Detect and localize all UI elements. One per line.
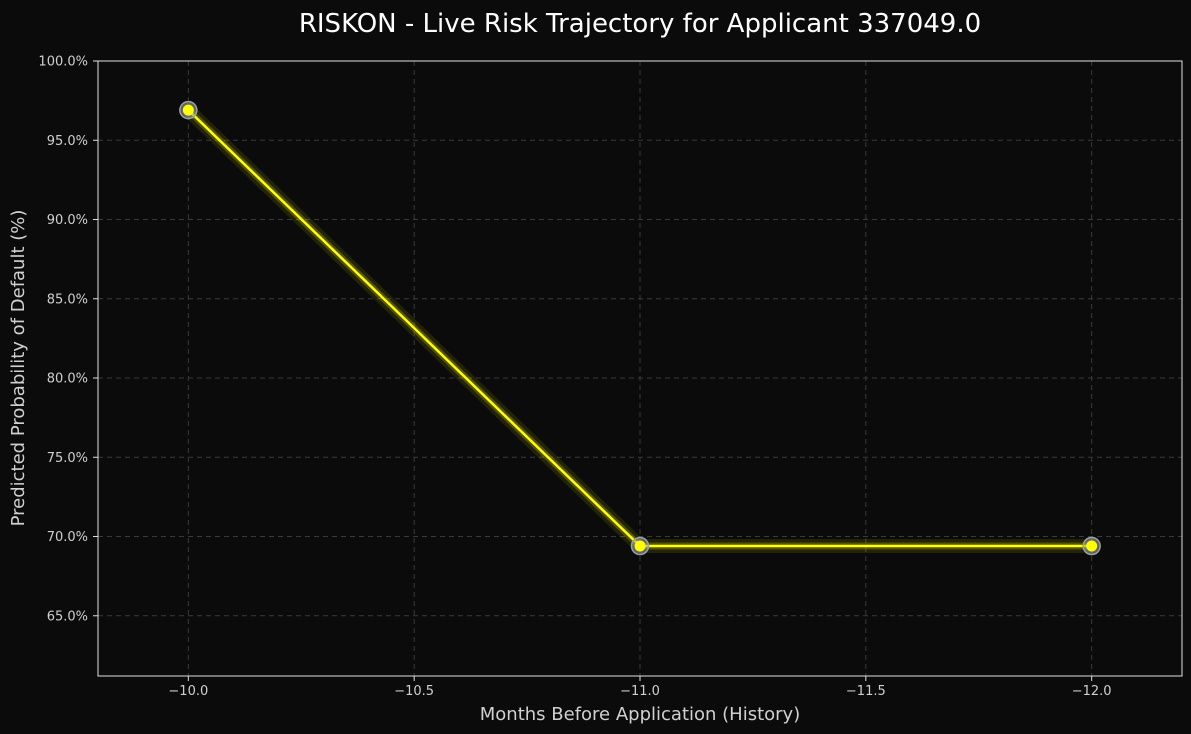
y-tick-label: 75.0% [47,451,88,466]
x-tick-label: −10.0 [168,684,208,699]
chart-title: RISKON - Live Risk Trajectory for Applic… [299,9,981,39]
x-tick-label: −11.0 [620,684,660,699]
series [179,100,1101,556]
y-tick-label: 70.0% [47,530,88,545]
y-tick-label: 95.0% [47,134,88,149]
y-axis-label: Predicted Probability of Default (%) [8,210,29,527]
x-axis-label: Months Before Application (History) [480,704,800,725]
y-tick-label: 90.0% [47,213,88,228]
y-tick-label: 80.0% [47,372,88,387]
x-tick-label: −11.5 [846,684,886,699]
data-point [634,540,646,552]
data-point [182,104,194,116]
y-tick-label: 100.0% [38,55,88,70]
x-tick-label: −12.0 [1072,684,1112,699]
data-point [1086,540,1098,552]
x-tick-label: −10.5 [394,684,434,699]
y-tick-label: 85.0% [47,292,88,307]
y-tick-label: 65.0% [47,609,88,624]
ticks: −10.0 −10.5 −11.0 −11.5 −12.0 65.0% 70.0% 75.0%… [38,55,1111,700]
